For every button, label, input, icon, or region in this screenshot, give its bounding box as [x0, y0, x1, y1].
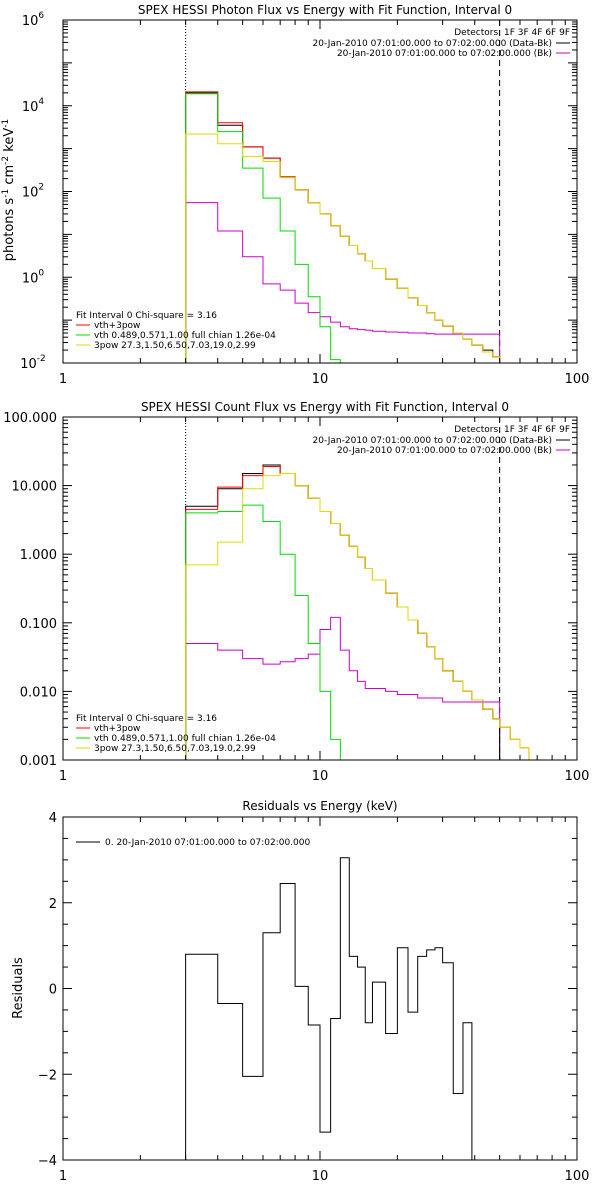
- photon-flux-detectors: Detectors: 1F 3F 4F 6F 9F: [454, 28, 570, 38]
- photon-flux-ylabel: photons s-1 cm-2 keV-1: [1, 119, 17, 261]
- count-flux-ytick-label: 0.001: [20, 754, 57, 769]
- photon-flux-ytick-base: 10: [22, 100, 39, 115]
- count-flux-series-data-bk: [185, 464, 501, 760]
- count-flux-xtick-label: 100: [565, 769, 590, 784]
- residuals-legend: 0. 20-Jan-2010 07:01:00.000 to 07:02:00.…: [76, 838, 310, 848]
- photon-flux-xtick-label: 100: [565, 372, 590, 387]
- residuals-ytick-label: −2: [38, 1068, 57, 1083]
- residuals-legend-label: 0. 20-Jan-2010 07:01:00.000 to 07:02:00.…: [105, 838, 310, 848]
- photon-flux-series-3pow: [185, 133, 520, 363]
- count-flux-ytick-label: 0.100: [20, 617, 57, 632]
- residuals-ytick-label: 0: [49, 983, 57, 998]
- photon-flux-ylabel-c-sup: -1: [1, 119, 11, 128]
- photon-flux-legend-bottom: Fit Interval 0 Chi-square = 3.16 vth+3po…: [76, 311, 276, 351]
- residuals-ylabel: Residuals: [11, 957, 26, 1019]
- count-flux-ytick-label: 100.000: [3, 411, 57, 426]
- photon-flux-ytick-exp: 0: [38, 268, 44, 278]
- count-flux-legend-bk: 20-Jan-2010 07:01:00.000 to 07:02:00.000…: [337, 446, 552, 456]
- photon-flux-ytick-exp: 2: [38, 183, 44, 193]
- photon-flux-series-vth: [185, 93, 350, 363]
- count-flux-xtick-label: 10: [312, 769, 329, 784]
- photon-flux-series-vth-3pow: [185, 91, 520, 363]
- count-flux-legend-top: Detectors: 1F 3F 4F 6F 9F 20-Jan-2010 07…: [313, 425, 570, 456]
- count-flux-ytick-label: 1.000: [20, 548, 57, 563]
- count-flux-legend-vth: vth 0.489,0.571,1.00 full chian 1.26e-04: [94, 734, 276, 744]
- photon-flux-ytick-label: 106: [22, 11, 45, 29]
- residuals-chart: Residuals vs Energy (keV) 1 10 100−4−2024 …: [11, 799, 589, 1184]
- count-flux-title: SPEX HESSI Count Flux vs Energy with Fit…: [141, 400, 509, 414]
- photon-flux-series-bk: [185, 202, 501, 363]
- photon-flux-xtick-label: 1: [59, 372, 67, 387]
- residuals-series-0-20-jan-2010-07-01-00-000-to-07-02-00-000: [185, 857, 473, 1160]
- photon-flux-ytick-exp: 6: [38, 11, 44, 21]
- residuals-series: [185, 857, 473, 1160]
- count-flux-ytick-label: 10.000: [12, 480, 58, 495]
- photon-flux-series: [185, 20, 520, 363]
- residuals-ytick-label: 2: [49, 897, 57, 912]
- residuals-xtick-label: 100: [565, 1169, 590, 1184]
- count-flux-legend-3pow: 3pow 27.3,1.50,6.50,7.03,19.0,2.99: [94, 744, 256, 754]
- count-flux-series-vth: [185, 504, 341, 760]
- count-flux-legend-data-bk: 20-Jan-2010 07:01:00.000 to 07:02:00.000…: [313, 436, 552, 446]
- photon-flux-ytick-base: 10: [20, 357, 37, 372]
- count-flux-ytick-label: 0.010: [20, 685, 57, 700]
- count-flux-legend-sum: vth+3pow: [94, 724, 140, 734]
- count-flux-series-bk: [185, 616, 501, 760]
- count-flux-series-vth-3pow: [185, 465, 538, 760]
- photon-flux-chart: SPEX HESSI Photon Flux vs Energy with Fi…: [1, 3, 589, 387]
- photon-flux-ylabel-a: photons s: [2, 198, 17, 262]
- photon-flux-ytick-exp: 4: [38, 97, 44, 107]
- photon-flux-ytick-label: 102: [22, 183, 44, 201]
- photon-flux-ytick-base: 10: [22, 186, 39, 201]
- count-flux-series: [185, 417, 538, 760]
- photon-flux-ytick-label: 104: [22, 97, 45, 115]
- photon-flux-legend-vth: vth 0.489,0.571,1.00 full chian 1.26e-04: [94, 331, 276, 341]
- photon-flux-ylabel-b: cm: [2, 165, 17, 189]
- photon-flux-ytick-base: 10: [22, 271, 39, 286]
- residuals-ytick-label: −4: [38, 1154, 57, 1169]
- count-flux-axes: 1 10 100 0.001 0.010 0.100 1.000 10.000 100.000: [3, 411, 589, 784]
- residuals-xtick-label: 1: [59, 1169, 67, 1184]
- residuals-axes: 1 10 100 −4 −2 0 2 4: [38, 811, 590, 1184]
- photon-flux-legend-bk: 20-Jan-2010 07:01:00.000 to 07:02:00.000…: [337, 49, 552, 59]
- photon-flux-ytick-label: 10-2: [20, 354, 46, 372]
- photon-flux-series-data-bk: [185, 92, 501, 363]
- photon-flux-fit-header: Fit Interval 0 Chi-square = 3.16: [76, 311, 217, 321]
- count-flux-series-3pow: [185, 473, 538, 760]
- photon-flux-legend-top: Detectors: 1F 3F 4F 6F 9F 20-Jan-2010 07…: [313, 28, 570, 59]
- photon-flux-legend-3pow: 3pow 27.3,1.50,6.50,7.03,19.0,2.99: [94, 341, 256, 351]
- photon-flux-legend-data-bk: 20-Jan-2010 07:01:00.000 to 07:02:00.000…: [313, 39, 552, 49]
- photon-flux-legend-sum: vth+3pow: [94, 321, 140, 331]
- count-flux-legend-bottom: Fit Interval 0 Chi-square = 3.16 vth+3po…: [76, 714, 276, 754]
- count-flux-chart: SPEX HESSI Count Flux vs Energy with Fit…: [3, 400, 589, 784]
- count-flux-detectors: Detectors: 1F 3F 4F 6F 9F: [454, 425, 570, 435]
- photon-flux-xtick-label: 10: [312, 372, 329, 387]
- photon-flux-ytick-label: 100: [22, 268, 45, 286]
- photon-flux-title: SPEX HESSI Photon Flux vs Energy with Fi…: [138, 3, 512, 17]
- photon-flux-ytick-exp: -2: [37, 354, 46, 364]
- residuals-title: Residuals vs Energy (keV): [242, 799, 397, 813]
- photon-flux-ylabel-b-sup: -2: [1, 156, 11, 165]
- residuals-xtick-label: 10: [312, 1169, 329, 1184]
- photon-flux-ylabel-c: keV: [2, 128, 17, 156]
- photon-flux-ytick-base: 10: [22, 14, 39, 29]
- count-flux-fit-header: Fit Interval 0 Chi-square = 3.16: [76, 714, 217, 724]
- count-flux-xtick-label: 1: [59, 769, 67, 784]
- residuals-ytick-label: 4: [49, 811, 57, 826]
- photon-flux-ylabel-a-sup: -1: [1, 189, 11, 198]
